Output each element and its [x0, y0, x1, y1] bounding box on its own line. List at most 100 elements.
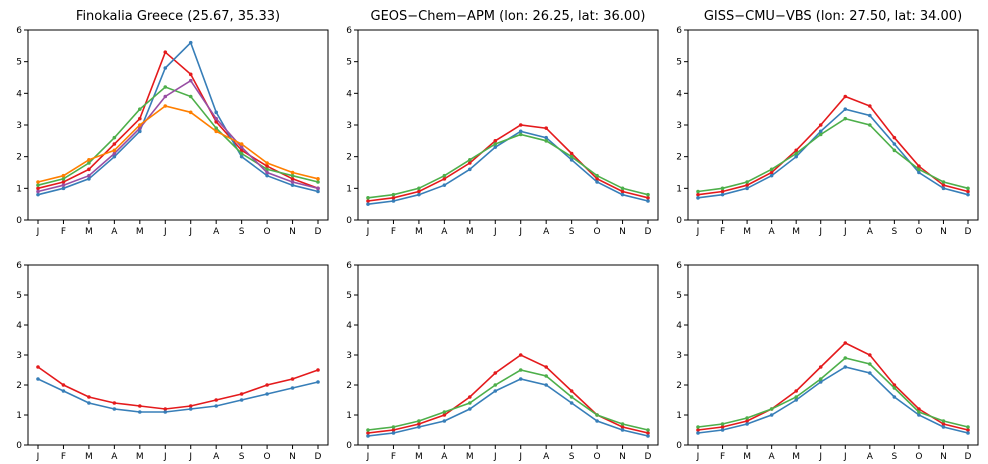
x-tick-label: M	[136, 227, 144, 237]
data-point	[941, 183, 946, 187]
x-tick-label: A	[111, 227, 118, 237]
data-point	[818, 365, 823, 369]
data-point	[843, 94, 848, 99]
data-point	[265, 173, 269, 178]
data-point	[265, 164, 269, 168]
data-point	[544, 374, 548, 378]
y-tick-label: 2	[676, 381, 682, 391]
data-point	[188, 72, 193, 77]
data-point	[745, 416, 749, 420]
data-point	[36, 186, 40, 191]
y-tick-label: 4	[16, 89, 22, 99]
x-tick-label: A	[543, 452, 550, 462]
data-point	[892, 135, 897, 140]
x-tick-label: A	[441, 227, 448, 237]
x-tick-label: J	[493, 227, 497, 237]
y-tick-label: 1	[346, 411, 352, 421]
data-point	[290, 177, 295, 181]
data-point	[620, 422, 625, 426]
data-point	[646, 434, 650, 438]
data-point	[595, 180, 599, 184]
data-point	[163, 104, 168, 108]
series-line-1	[697, 366, 969, 434]
data-point	[442, 177, 447, 181]
data-point	[138, 107, 142, 111]
x-tick-label: J	[818, 452, 822, 462]
data-point	[941, 180, 946, 184]
series-line-2	[367, 369, 649, 431]
data-point	[745, 419, 749, 423]
data-point	[696, 425, 700, 429]
data-point	[745, 180, 749, 184]
data-point	[36, 180, 40, 184]
panel-1: GEOS−Chem−APM (lon: 26.25, lat: 36.00) 0 1…	[346, 9, 659, 237]
data-point	[696, 431, 700, 435]
x-tick-label: O	[264, 452, 271, 462]
y-tick-label: 2	[346, 381, 352, 391]
data-point	[620, 192, 625, 197]
y-tick-label: 4	[16, 321, 22, 331]
x-tick-label: J	[518, 227, 522, 237]
data-point	[493, 139, 498, 143]
data-point	[290, 377, 295, 381]
data-point	[391, 192, 396, 197]
x-tick-label: A	[769, 227, 776, 237]
data-point	[696, 196, 700, 200]
y-tick-label: 5	[676, 291, 682, 301]
data-point	[417, 419, 421, 423]
data-point	[239, 148, 244, 153]
x-tick-label: O	[594, 452, 601, 462]
x-tick-label: S	[569, 452, 575, 462]
data-point	[769, 167, 774, 172]
series-line-0	[367, 354, 649, 434]
x-tick-label: A	[213, 452, 220, 462]
y-tick-label: 2	[676, 153, 682, 163]
x-tick-label: J	[366, 452, 370, 462]
data-point	[518, 353, 523, 357]
x-tick-label: J	[188, 227, 192, 237]
data-point	[966, 189, 970, 194]
data-point	[61, 186, 66, 191]
y-tick-label: 5	[16, 58, 22, 68]
data-point	[417, 425, 421, 429]
data-point	[696, 189, 700, 194]
x-tick-label: J	[493, 452, 497, 462]
data-point	[442, 419, 447, 423]
data-point	[265, 170, 269, 175]
series-line-2	[367, 133, 649, 199]
y-tick-label: 4	[346, 89, 352, 99]
data-point	[214, 398, 218, 402]
y-tick-label: 5	[346, 291, 352, 301]
data-point	[391, 199, 396, 203]
y-tick-label: 3	[676, 351, 682, 361]
data-point	[112, 148, 117, 153]
x-tick-label: A	[867, 452, 874, 462]
data-point	[417, 186, 421, 191]
data-point	[138, 116, 142, 121]
data-point	[696, 192, 700, 197]
data-point	[966, 186, 970, 191]
y-tick-label: 1	[676, 184, 682, 194]
plot-frame	[27, 29, 329, 221]
data-point	[620, 428, 625, 432]
data-point	[316, 186, 320, 191]
y-tick-label: 1	[16, 184, 22, 194]
x-tick-label: N	[619, 227, 626, 237]
x-tick-label: A	[543, 227, 550, 237]
data-point	[36, 189, 40, 194]
data-point	[493, 383, 498, 387]
data-point	[917, 413, 921, 417]
data-point	[843, 365, 848, 369]
data-point	[595, 413, 599, 417]
x-tick-label: J	[36, 227, 40, 237]
x-tick-label: F	[61, 452, 66, 462]
data-point	[518, 368, 523, 372]
y-tick-label: 5	[16, 291, 22, 301]
y-tick-label: 4	[676, 321, 682, 331]
data-point	[316, 180, 320, 184]
data-point	[391, 428, 396, 432]
data-point	[745, 186, 749, 191]
data-point	[87, 395, 91, 399]
data-point	[569, 389, 574, 393]
